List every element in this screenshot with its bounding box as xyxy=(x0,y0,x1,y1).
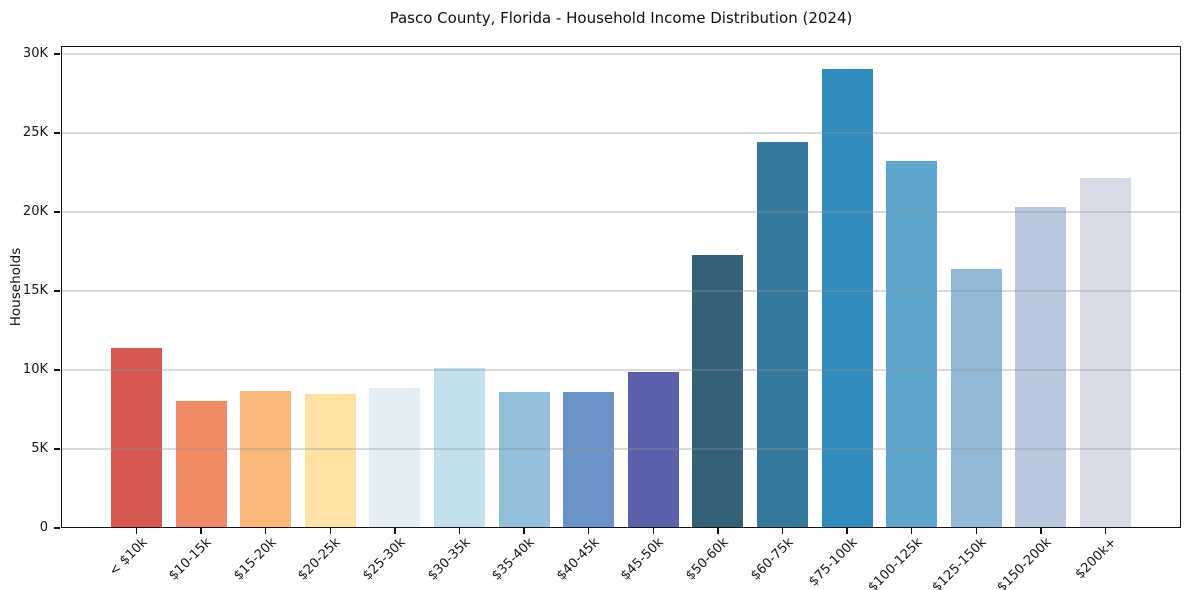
bar xyxy=(175,400,227,528)
y-tick-mark xyxy=(54,527,60,529)
y-gridline xyxy=(61,448,1181,450)
x-tick-label: $15-20k xyxy=(230,535,280,584)
x-tick-label: $50-60k xyxy=(683,535,732,584)
x-tick-mark xyxy=(523,528,525,534)
x-tick-mark xyxy=(135,528,138,534)
plot-area xyxy=(61,46,1181,528)
x-tick-label: $125-150k xyxy=(929,535,990,590)
bar xyxy=(756,141,808,528)
x-tick-mark xyxy=(265,528,267,534)
y-tick-mark xyxy=(54,53,60,55)
y-gridline xyxy=(61,211,1181,213)
x-tick-label: $100-125k xyxy=(865,535,926,590)
y-tick-label: 0 xyxy=(39,520,48,535)
y-tick-label: 5K xyxy=(31,440,48,456)
x-tick-mark xyxy=(588,528,590,534)
bar xyxy=(692,255,744,528)
x-tick-label: < $10k xyxy=(106,535,151,580)
y-tick-label: 25K xyxy=(22,124,48,140)
chart-title: Pasco County, Florida - Household Income… xyxy=(389,9,853,27)
bar xyxy=(111,347,162,528)
y-tick-label: 15K xyxy=(22,282,48,298)
x-tick-label: $25-30k xyxy=(360,535,409,584)
x-tick-mark xyxy=(717,528,719,534)
x-tick-label: $60-75k xyxy=(747,535,797,584)
bar xyxy=(498,392,550,528)
bar xyxy=(304,393,356,528)
bar xyxy=(369,388,421,528)
x-tick-mark xyxy=(652,528,654,534)
y-gridline xyxy=(61,369,1181,371)
x-tick-label: $75-100k xyxy=(806,535,861,590)
x-tick-label: $30-35k xyxy=(424,535,474,584)
x-tick-label: $10-15k xyxy=(166,535,215,584)
bars-layer xyxy=(61,46,1181,528)
x-tick-mark xyxy=(1040,528,1042,534)
y-tick-mark xyxy=(54,369,60,371)
bar xyxy=(950,268,1002,528)
bar xyxy=(627,372,679,528)
y-tick-mark xyxy=(54,448,60,450)
y-tick-mark xyxy=(54,211,60,213)
x-tick-label: $200k+ xyxy=(1072,535,1120,583)
x-tick-mark xyxy=(781,528,784,534)
bar xyxy=(886,160,938,528)
bar xyxy=(1015,207,1067,528)
y-gridline xyxy=(61,53,1181,55)
x-tick-mark xyxy=(394,528,396,534)
y-tick-label: 30K xyxy=(22,45,48,61)
x-tick-mark xyxy=(911,528,913,534)
bar xyxy=(821,68,873,528)
x-tick-mark xyxy=(846,528,848,534)
y-tick-mark xyxy=(54,132,60,134)
x-tick-label: $20-25k xyxy=(295,535,344,584)
bar xyxy=(240,390,292,528)
y-gridline xyxy=(61,290,1181,292)
x-tick-mark xyxy=(975,528,977,534)
bar xyxy=(563,392,615,528)
x-tick-mark xyxy=(458,528,461,534)
x-tick-mark xyxy=(200,528,202,534)
x-tick-label: $35-40k xyxy=(489,535,538,584)
y-tick-label: 20K xyxy=(22,203,48,219)
bar xyxy=(1079,178,1131,528)
y-tick-label: 10K xyxy=(22,361,48,377)
x-tick-label: $45-50k xyxy=(618,535,667,584)
x-tick-label: $40-45k xyxy=(553,535,603,584)
bar xyxy=(433,367,485,528)
x-tick-label: $150-200k xyxy=(994,535,1055,590)
x-tick-mark xyxy=(1104,528,1107,534)
y-tick-mark xyxy=(54,290,60,292)
y-gridline xyxy=(61,132,1181,134)
x-tick-mark xyxy=(329,528,331,534)
